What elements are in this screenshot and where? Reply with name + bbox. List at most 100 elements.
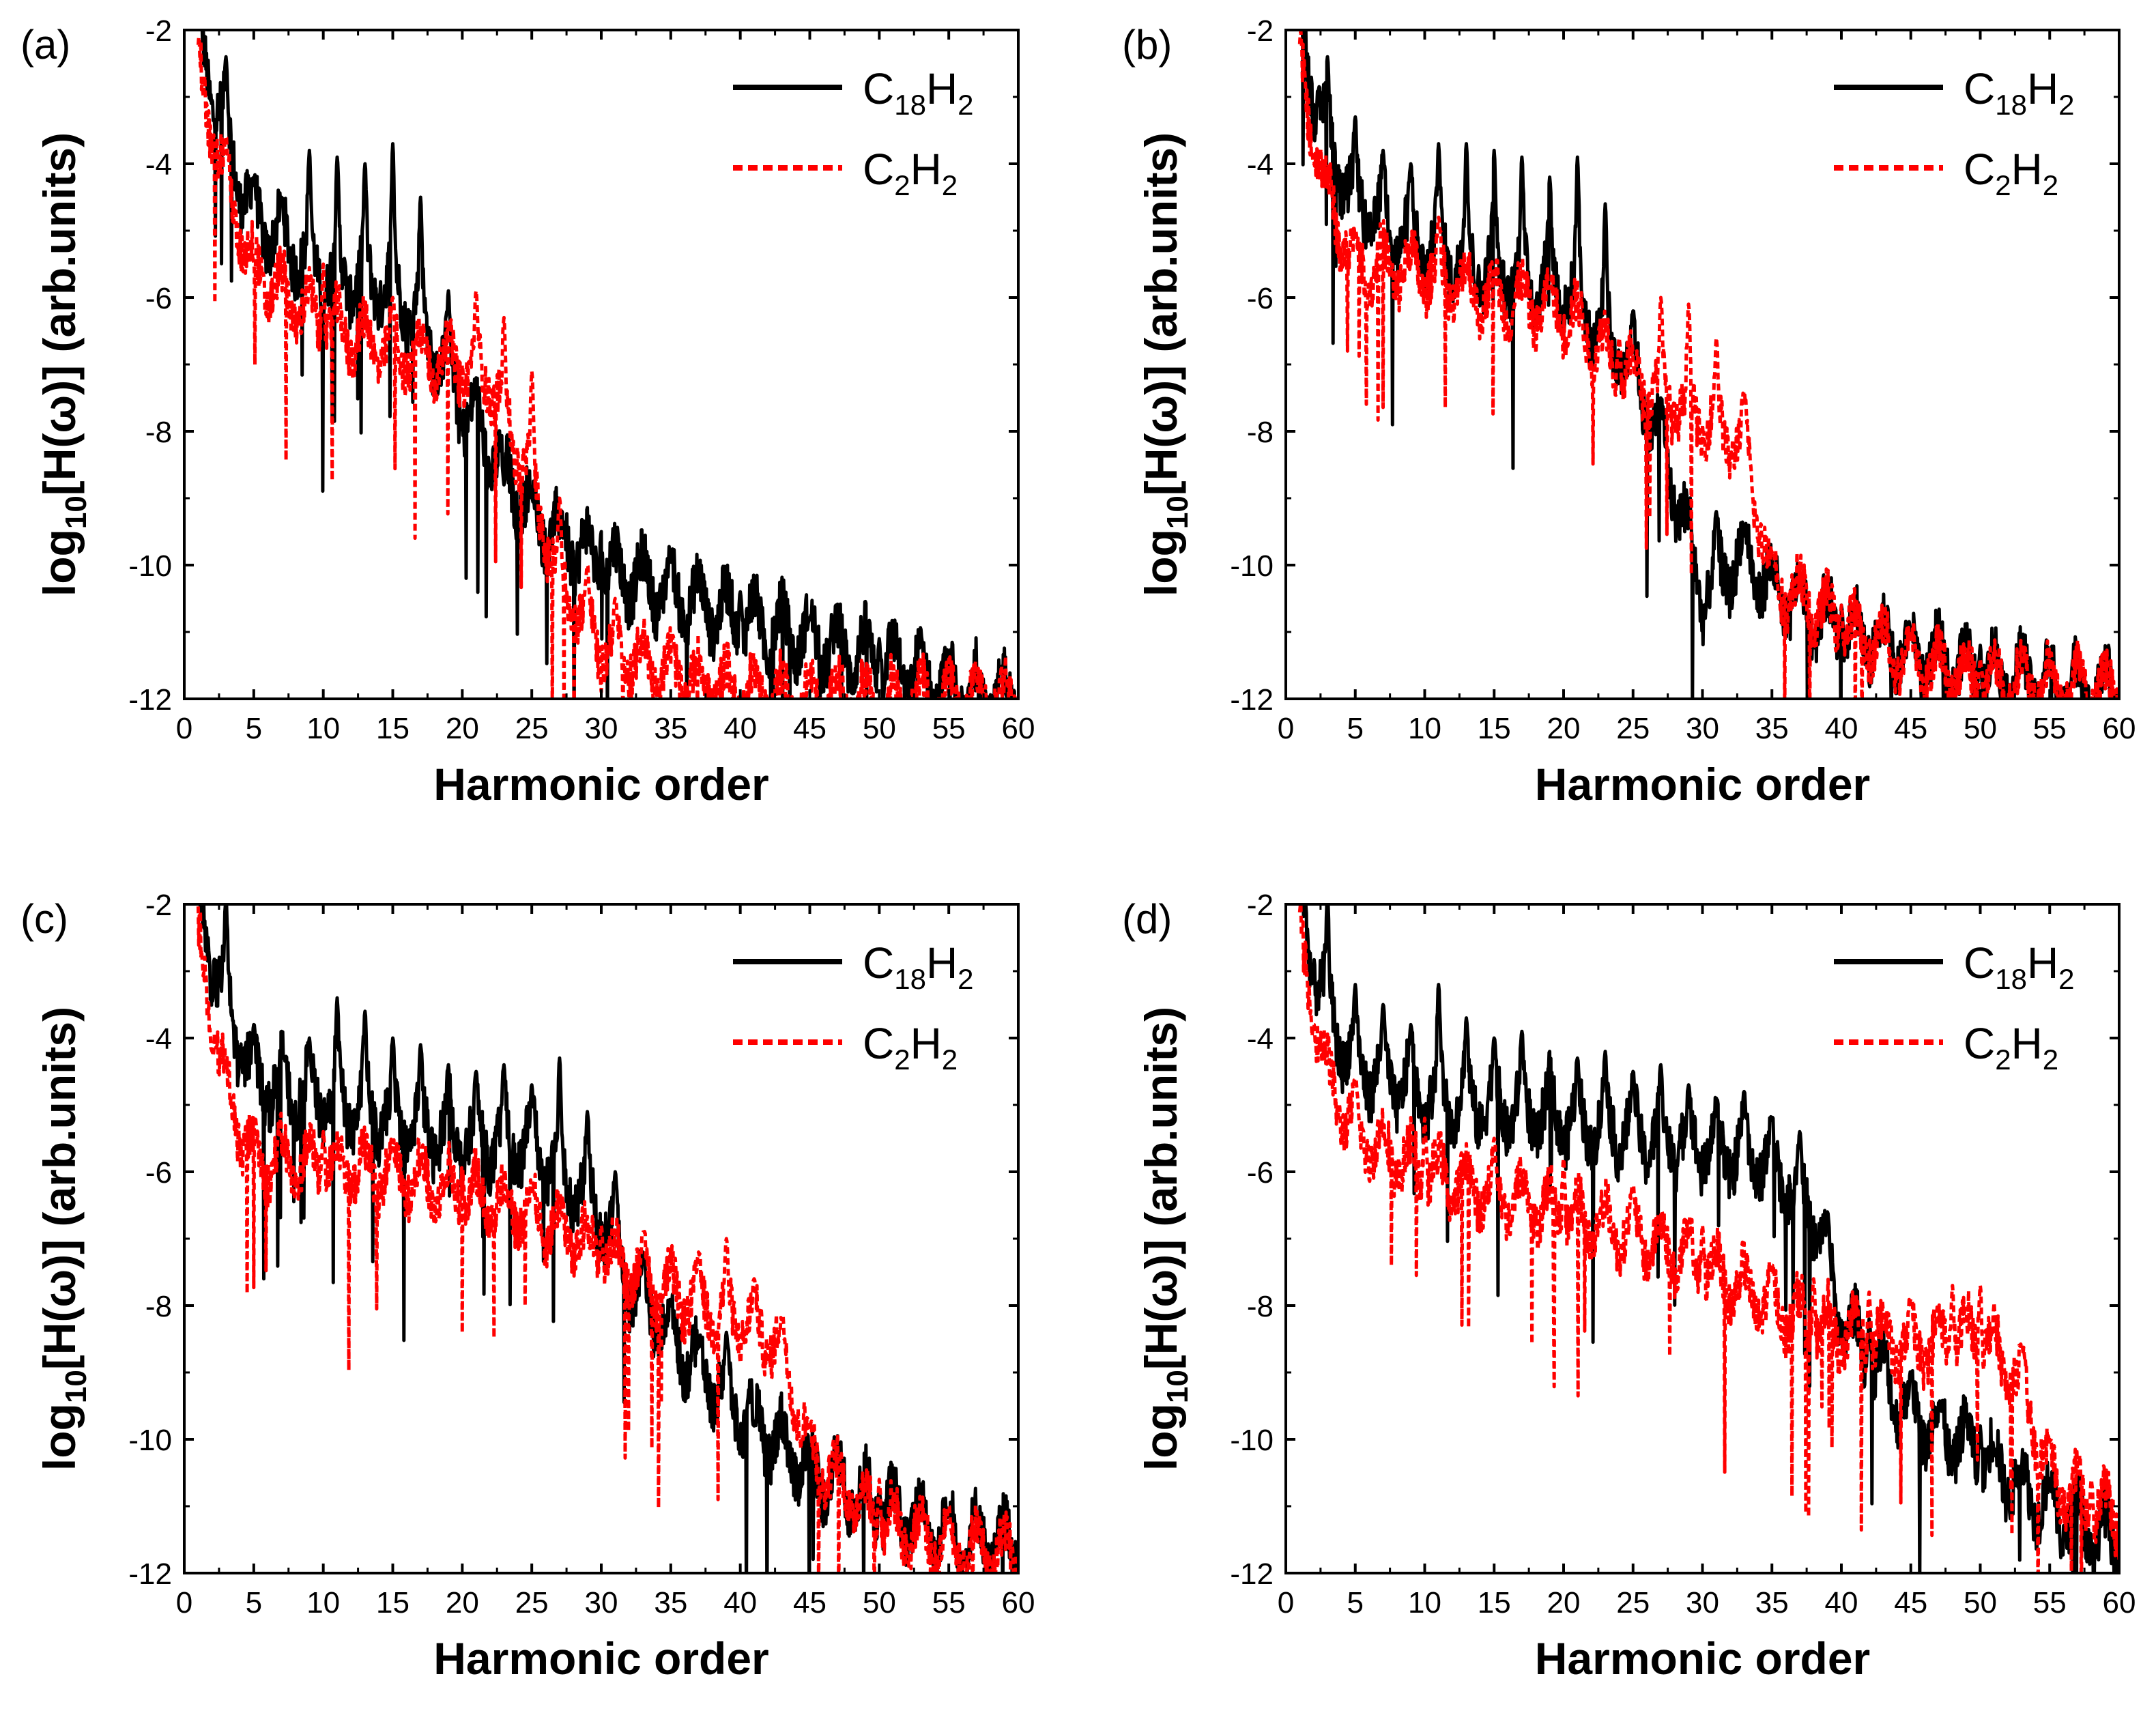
x-tick-label: 55 [2033, 1586, 2067, 1620]
panel-a: 0 5 10 15 20 25 30 35 40 45 50 55 60 -2 -4 -6 -8 -10 -12 Ha… [20, 14, 1035, 809]
y-tick-label: -8 [1247, 1290, 1274, 1323]
x-tick-label: 5 [246, 1586, 262, 1620]
legend-sub2: 2 [958, 963, 973, 995]
x-tick-label: 60 [1002, 1586, 1035, 1620]
legend-sub1: 2 [1995, 1043, 2011, 1076]
legend-base: C [863, 1019, 894, 1068]
x-tick-label: 50 [863, 712, 896, 745]
legend-base: C [863, 64, 894, 113]
y-axis-title-post: [H(ω)] (arb.units) [1136, 132, 1186, 495]
y-axis-title-post: [H(ω)] (arb.units) [1136, 1007, 1186, 1370]
x-axis-title: Harmonic order [1535, 759, 1870, 809]
x-tick-label: 20 [446, 712, 479, 745]
y-tick-label: -12 [1230, 683, 1274, 717]
x-tick-label: 40 [723, 1586, 757, 1620]
x-tick-label: 25 [1616, 712, 1650, 745]
x-tick-label: 0 [1278, 712, 1294, 745]
x-tick-label: 15 [376, 712, 409, 745]
legend-base: C [1964, 64, 1995, 113]
panel-label: (b) [1122, 22, 1172, 68]
y-tick-label: -6 [145, 282, 172, 315]
x-tick-label: 35 [654, 1586, 687, 1620]
y-tick-label: -8 [145, 416, 172, 449]
x-tick-label: 10 [1408, 712, 1441, 745]
x-tick-label: 35 [1755, 1586, 1789, 1620]
series-line-C2H2 [1297, 30, 2119, 699]
legend-label-C18H2: C18H2 [1964, 938, 2075, 995]
x-tick-label: 10 [1408, 1586, 1441, 1620]
series-group [196, 904, 1018, 1573]
y-axis-title: log10[H(ω)] (arb.units) [1136, 132, 1194, 596]
x-tick-label: 45 [1894, 1586, 1927, 1620]
y-axis-title: log10[H(ω)] (arb.units) [1136, 1007, 1194, 1471]
x-tick-label: 50 [863, 1586, 896, 1620]
plot-frame [1284, 29, 2121, 700]
legend-mid: H [2011, 1019, 2043, 1068]
y-tick-label: -8 [1247, 416, 1274, 449]
x-axis-title: Harmonic order [433, 759, 768, 809]
y-axis-title-sub: 10 [1161, 495, 1194, 529]
x-tick-label: 15 [1478, 712, 1511, 745]
x-tick-label: 30 [1686, 712, 1719, 745]
x-tick-label: 55 [932, 712, 966, 745]
legend-base: C [1964, 145, 1995, 194]
legend-sub2: 2 [2058, 963, 2074, 995]
legend-label-C2H2: C2H2 [863, 1019, 958, 1076]
series-line-C2H2 [196, 35, 1017, 699]
y-tick-label: -6 [1247, 282, 1274, 315]
x-tick-label: 0 [1278, 1586, 1294, 1620]
y-axis-title-pre: log [1136, 1403, 1186, 1471]
legend-base: C [1964, 1019, 1995, 1068]
legend-mid: H [910, 145, 942, 194]
y-tick-label: -4 [1247, 1022, 1274, 1056]
legend-label-C18H2: C18H2 [1964, 64, 2075, 121]
x-tick-label: 55 [932, 1586, 966, 1620]
x-tick-label: 50 [1964, 712, 1997, 745]
series-line-C2H2 [196, 906, 1018, 1573]
legend-sub2: 2 [2043, 1043, 2058, 1076]
x-axis-title: Harmonic order [433, 1633, 768, 1684]
x-tick-label: 10 [306, 712, 340, 745]
x-tick-label: 20 [1547, 1586, 1581, 1620]
y-tick-label: -6 [1247, 1156, 1274, 1190]
x-tick-label: 40 [1825, 712, 1858, 745]
y-axis-title: log10[H(ω)] (arb.units) [34, 1007, 93, 1471]
y-axis-title: log10[H(ω)] (arb.units) [34, 132, 93, 596]
x-tick-label: 60 [2103, 1586, 2136, 1620]
legend-base: C [863, 938, 894, 988]
legend-sub1: 2 [894, 1043, 910, 1076]
legend-mid: H [2027, 64, 2058, 113]
x-tick-label: 35 [1755, 712, 1789, 745]
series-line-C18H2 [1300, 30, 2118, 699]
legend-label-C2H2: C2H2 [1964, 1019, 2058, 1076]
y-tick-label: -2 [1247, 14, 1274, 48]
x-tick-label: 30 [585, 1586, 618, 1620]
x-tick-label: 0 [176, 712, 192, 745]
y-axis-title-sub: 10 [59, 1370, 93, 1403]
legend-mid: H [2011, 145, 2043, 194]
x-tick-label: 15 [1478, 1586, 1511, 1620]
series-group [1297, 904, 2119, 1573]
x-tick-label: 20 [446, 1586, 479, 1620]
y-tick-label: -12 [128, 1557, 172, 1591]
x-tick-label: 5 [1347, 1586, 1364, 1620]
x-tick-label: 30 [1686, 1586, 1719, 1620]
legend-mid: H [926, 64, 958, 113]
legend-label-C2H2: C2H2 [1964, 145, 2058, 201]
legend-sub1: 18 [894, 963, 926, 995]
series-line-C18H2 [198, 30, 1018, 699]
y-tick-label: -2 [145, 14, 172, 48]
x-tick-label: 0 [176, 1586, 192, 1620]
x-tick-label: 40 [723, 712, 757, 745]
x-tick-label: 10 [306, 1586, 340, 1620]
y-axis-title-sub: 10 [1161, 1370, 1194, 1403]
y-tick-label: -10 [128, 549, 172, 583]
legend-sub1: 18 [1995, 963, 2027, 995]
series-line-C18H2 [1299, 904, 2119, 1573]
x-tick-label: 35 [654, 712, 687, 745]
y-tick-label: -10 [1230, 549, 1274, 583]
x-tick-label: 15 [376, 1586, 409, 1620]
x-tick-label: 45 [1894, 712, 1927, 745]
legend-sub2: 2 [942, 1043, 958, 1076]
